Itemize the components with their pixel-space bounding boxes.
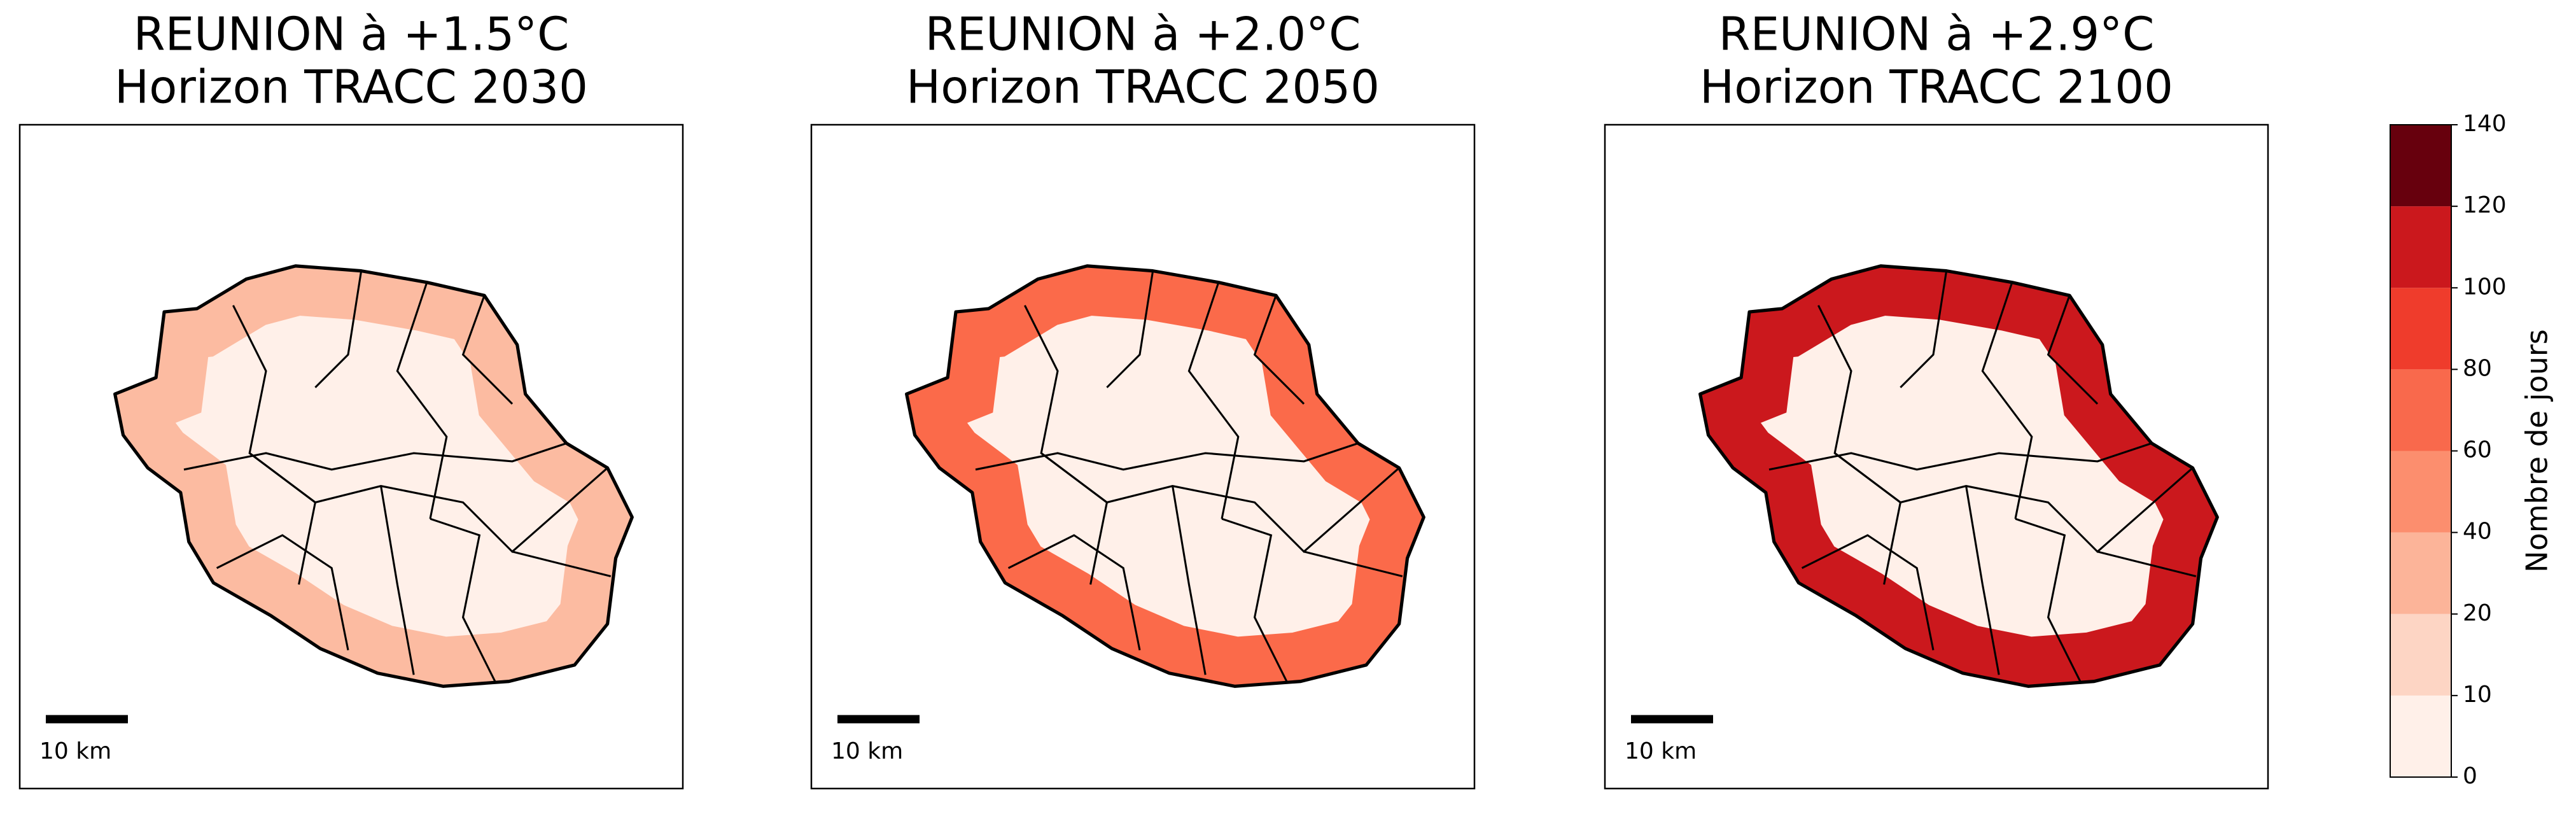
panel-title: Horizon TRACC 2030: [115, 60, 588, 114]
commune-border: [1007, 534, 1141, 650]
colorbar-segment: [2390, 614, 2451, 696]
commune-border: [1221, 517, 1289, 684]
commune-border: [1253, 295, 1305, 405]
panel-title: Horizon TRACC 2100: [1700, 60, 2173, 114]
map-frame: [18, 123, 684, 790]
commune-border: [1801, 534, 1935, 650]
map-frame: [1604, 123, 2269, 790]
commune-border: [1187, 282, 1240, 519]
colorbar-tick-label: 0: [2463, 763, 2477, 789]
island-map: [1700, 266, 2218, 686]
panel-title: REUNION à +1.5°C: [134, 8, 570, 61]
scale-label: 10 km: [1625, 738, 1697, 764]
commune-border: [380, 486, 415, 675]
panel-title: REUNION à +2.9°C: [1719, 8, 2155, 61]
commune-border: [461, 295, 514, 405]
colorbar-tick-label: 100: [2463, 274, 2507, 300]
commune-border: [396, 282, 448, 519]
commune-border: [2015, 517, 2082, 684]
commune-border: [512, 551, 612, 578]
commune-border: [249, 452, 608, 553]
commune-border: [2047, 295, 2099, 405]
commune-border: [1965, 486, 2000, 675]
colorbar-segment: [2390, 288, 2451, 370]
commune-border: [1817, 305, 1902, 585]
colorbar-segment: [2390, 695, 2451, 777]
commune-border: [216, 534, 349, 650]
island-map: [907, 266, 1424, 686]
colorbar-tick-label: 20: [2463, 600, 2492, 626]
commune-border: [1040, 452, 1400, 553]
commune-border: [430, 517, 497, 684]
colorbar-tick-label: 80: [2463, 355, 2492, 381]
colorbar-segment: [2390, 125, 2451, 207]
colorbar-segment: [2390, 532, 2451, 614]
scale-label: 10 km: [831, 738, 903, 764]
colorbar-tick-label: 10: [2463, 682, 2492, 708]
colorbar-tick-label: 120: [2463, 192, 2507, 218]
commune-border: [314, 270, 363, 388]
commune-border: [1981, 282, 2033, 519]
scale-label: 10 km: [39, 738, 111, 764]
colorbar-segment: [2390, 206, 2451, 288]
colorbar-segment: [2390, 369, 2451, 451]
commune-border: [1900, 270, 1948, 388]
colorbar-label: Nombre de jours: [2520, 329, 2554, 572]
colorbar-segment: [2390, 451, 2451, 533]
panel-title: Horizon TRACC 2050: [906, 60, 1380, 114]
panel-title: REUNION à +2.0°C: [925, 8, 1361, 61]
colorbar-tick-label: 60: [2463, 437, 2492, 463]
commune-border: [1106, 270, 1154, 388]
colorbar-tick-label: 40: [2463, 519, 2492, 545]
commune-border: [1172, 486, 1207, 675]
commune-border: [1303, 551, 1403, 578]
commune-border: [2097, 551, 2197, 578]
commune-border: [1834, 452, 2194, 553]
map-frame: [810, 123, 1476, 790]
colorbar-tick-label: 140: [2463, 111, 2507, 137]
island-map: [115, 266, 633, 686]
commune-border: [1024, 305, 1109, 585]
